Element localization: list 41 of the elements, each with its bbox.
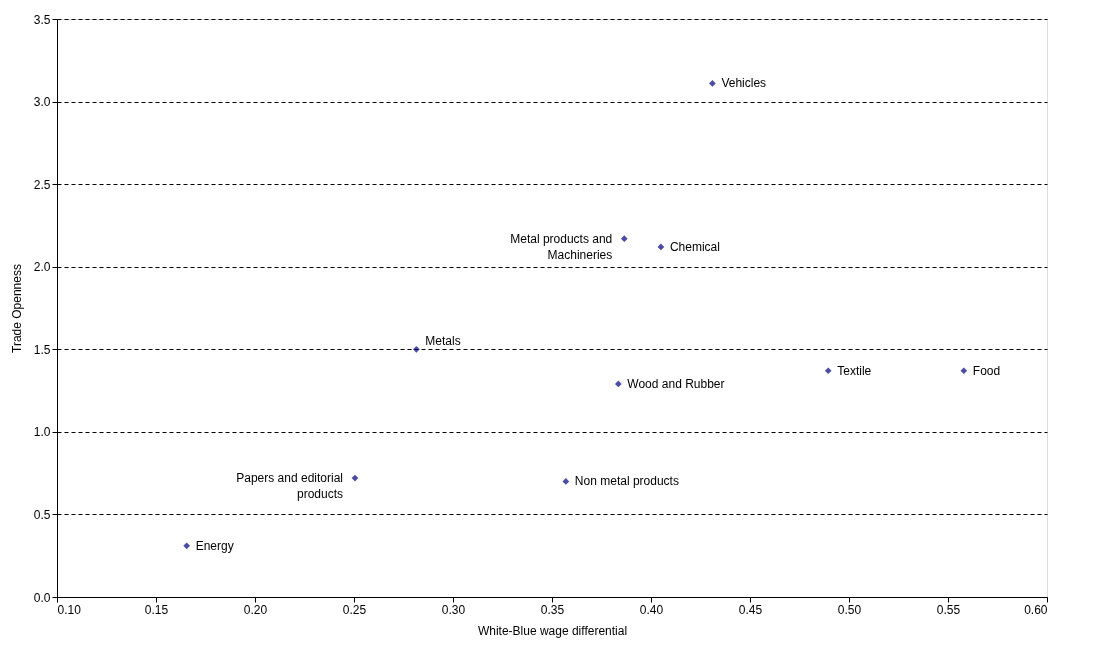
- y-tick-label: 3.0: [33, 95, 51, 110]
- annotation: Metal products and Machineries: [510, 231, 613, 262]
- y-tick-label: 2.0: [33, 260, 51, 275]
- annotation: Chemical: [669, 239, 720, 254]
- annotation: Energy: [195, 538, 234, 553]
- x-tick-label: 0.20: [243, 602, 268, 617]
- x-tick-label: 0.50: [837, 602, 862, 617]
- x-tick-label: 0.10: [57, 602, 82, 617]
- x-tick-label: 0.55: [936, 602, 961, 617]
- point: [413, 345, 420, 353]
- x-axis-title: White-Blue wage differential: [477, 623, 628, 638]
- x-tick-label: 0.35: [540, 602, 565, 617]
- y-tick-label: 1.0: [33, 425, 51, 440]
- point: [562, 478, 570, 485]
- x-tick-label: 0.25: [342, 602, 367, 617]
- y-tick-label: 3.5: [33, 12, 51, 27]
- x-tick-label: 0.15: [144, 602, 169, 617]
- y-tick-label: 0.0: [33, 590, 51, 605]
- annotation: Non metal products: [574, 474, 679, 489]
- annotation: Metals: [425, 334, 461, 349]
- y-axis-title: Trade Openness: [9, 264, 24, 353]
- annotation: Vehicles: [721, 76, 767, 91]
- point: [960, 367, 968, 375]
- annotation: Papers and editorial products: [236, 471, 343, 502]
- point: [709, 80, 716, 87]
- point: [351, 474, 359, 482]
- annotation: Textile: [837, 363, 872, 378]
- y-tick-label: 2.5: [33, 177, 51, 192]
- y-tick-label: 0.5: [33, 507, 51, 522]
- annotation: Food: [972, 363, 1001, 378]
- point: [183, 542, 191, 550]
- point: [657, 243, 665, 251]
- point: [614, 380, 622, 388]
- y-tick-label: 1.5: [33, 342, 51, 357]
- annotation: Wood and Rubber: [627, 376, 725, 391]
- x-tick-label: 0.45: [738, 602, 763, 617]
- point: [824, 367, 832, 375]
- x-tick-label: 0.30: [441, 602, 466, 617]
- point: [620, 235, 628, 242]
- x-tick-label: 0.60: [1024, 602, 1048, 617]
- x-tick-label: 0.40: [639, 602, 664, 617]
